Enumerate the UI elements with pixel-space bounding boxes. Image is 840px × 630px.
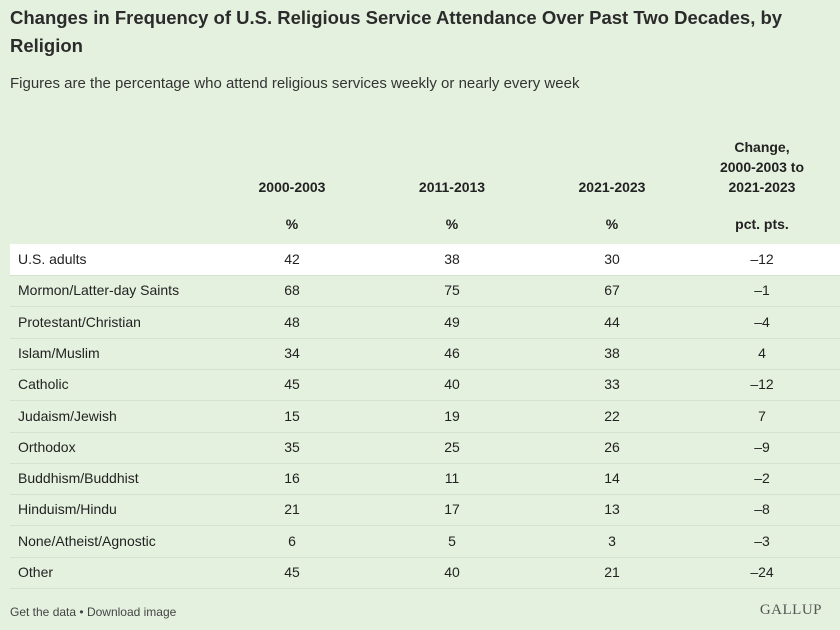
table-row — [10, 338, 840, 370]
column-header: 2021-2023 — [728, 179, 796, 195]
row-label: Buddhism/Buddhist — [18, 470, 139, 487]
table-row — [10, 275, 840, 308]
cell: –12 — [750, 251, 774, 267]
cell: –9 — [754, 438, 770, 455]
unit: % — [605, 216, 619, 232]
cell: 45 — [284, 564, 300, 580]
cell: 34 — [284, 344, 300, 361]
row-label: Catholic — [18, 376, 69, 393]
row-label: U.S. adults — [18, 251, 87, 267]
cell: 19 — [444, 407, 460, 424]
cell: 26 — [604, 438, 620, 455]
cell: –1 — [754, 282, 770, 299]
column-header: 2000-2003 to — [719, 159, 805, 175]
cell: 44 — [604, 313, 620, 330]
table-row — [10, 494, 840, 527]
cell: 68 — [284, 282, 300, 299]
column-header: Change, — [734, 139, 790, 155]
cell: 11 — [444, 470, 460, 487]
cell: –4 — [754, 313, 770, 330]
table-row — [10, 401, 840, 433]
cell: 38 — [444, 251, 460, 267]
table-row — [10, 557, 840, 589]
table-row — [10, 307, 840, 339]
cell: 4 — [758, 344, 766, 361]
cell: 14 — [604, 470, 620, 487]
unit: pct. pts. — [735, 216, 789, 232]
logo: GALLUP — [759, 602, 822, 618]
column-header: 2000-2003 — [258, 179, 326, 195]
cell: 33 — [604, 376, 620, 393]
cell: 38 — [604, 344, 620, 361]
cell: 40 — [444, 564, 460, 580]
link[interactable]: Download image — [86, 605, 177, 619]
cell: –3 — [754, 532, 770, 549]
row-label: Islam/Muslim — [18, 344, 100, 361]
cell: 42 — [284, 251, 300, 267]
table-row — [10, 463, 840, 496]
cell: –2 — [754, 470, 770, 487]
cell: 15 — [284, 407, 300, 424]
table-row — [10, 432, 840, 464]
cell: 6 — [288, 532, 296, 549]
cell: –8 — [754, 501, 770, 518]
row-label: Mormon/Latter-day Saints — [18, 282, 180, 299]
cell: 49 — [444, 313, 460, 330]
table-row — [10, 369, 840, 402]
cell: 46 — [444, 344, 460, 361]
cell: 21 — [604, 564, 620, 580]
cell: 25 — [444, 438, 460, 455]
cell: 7 — [758, 407, 766, 424]
subtitle: Figures are the percentage who attend re… — [10, 75, 580, 92]
row-label: Orthodox — [18, 438, 76, 455]
unit: % — [445, 216, 459, 232]
cell: 45 — [284, 376, 300, 393]
cell: 48 — [284, 313, 300, 330]
cell: 22 — [604, 407, 620, 424]
link[interactable]: Get the data — [10, 605, 77, 619]
footer: Get the data • Download image — [10, 605, 176, 619]
row-label: None/Atheist/Agnostic — [18, 532, 156, 549]
cell: 16 — [284, 470, 300, 487]
cell: 35 — [284, 438, 300, 455]
cell: 17 — [444, 501, 460, 518]
separator: • — [79, 605, 84, 619]
cell: 3 — [608, 532, 616, 549]
cell: 40 — [444, 376, 460, 393]
row-label: Protestant/Christian — [18, 313, 141, 330]
unit: % — [285, 216, 299, 232]
row-label: Judaism/Jewish — [18, 407, 117, 424]
title: Changes in Frequency of U.S. Religious S… — [10, 7, 783, 56]
cell: 30 — [604, 251, 620, 267]
cell: 13 — [604, 501, 620, 518]
row-label: Hinduism/Hindu — [18, 501, 117, 518]
cell: –12 — [750, 376, 774, 393]
cell: 67 — [604, 282, 620, 299]
table-row — [10, 244, 840, 276]
table-row — [10, 526, 840, 558]
cell: 21 — [284, 501, 300, 518]
column-header: 2021-2023 — [578, 179, 646, 195]
cell: –24 — [750, 564, 774, 580]
cell: 5 — [448, 532, 456, 549]
column-header: 2011-2013 — [418, 179, 486, 195]
row-label: Other — [18, 564, 54, 580]
cell: 75 — [444, 282, 460, 299]
